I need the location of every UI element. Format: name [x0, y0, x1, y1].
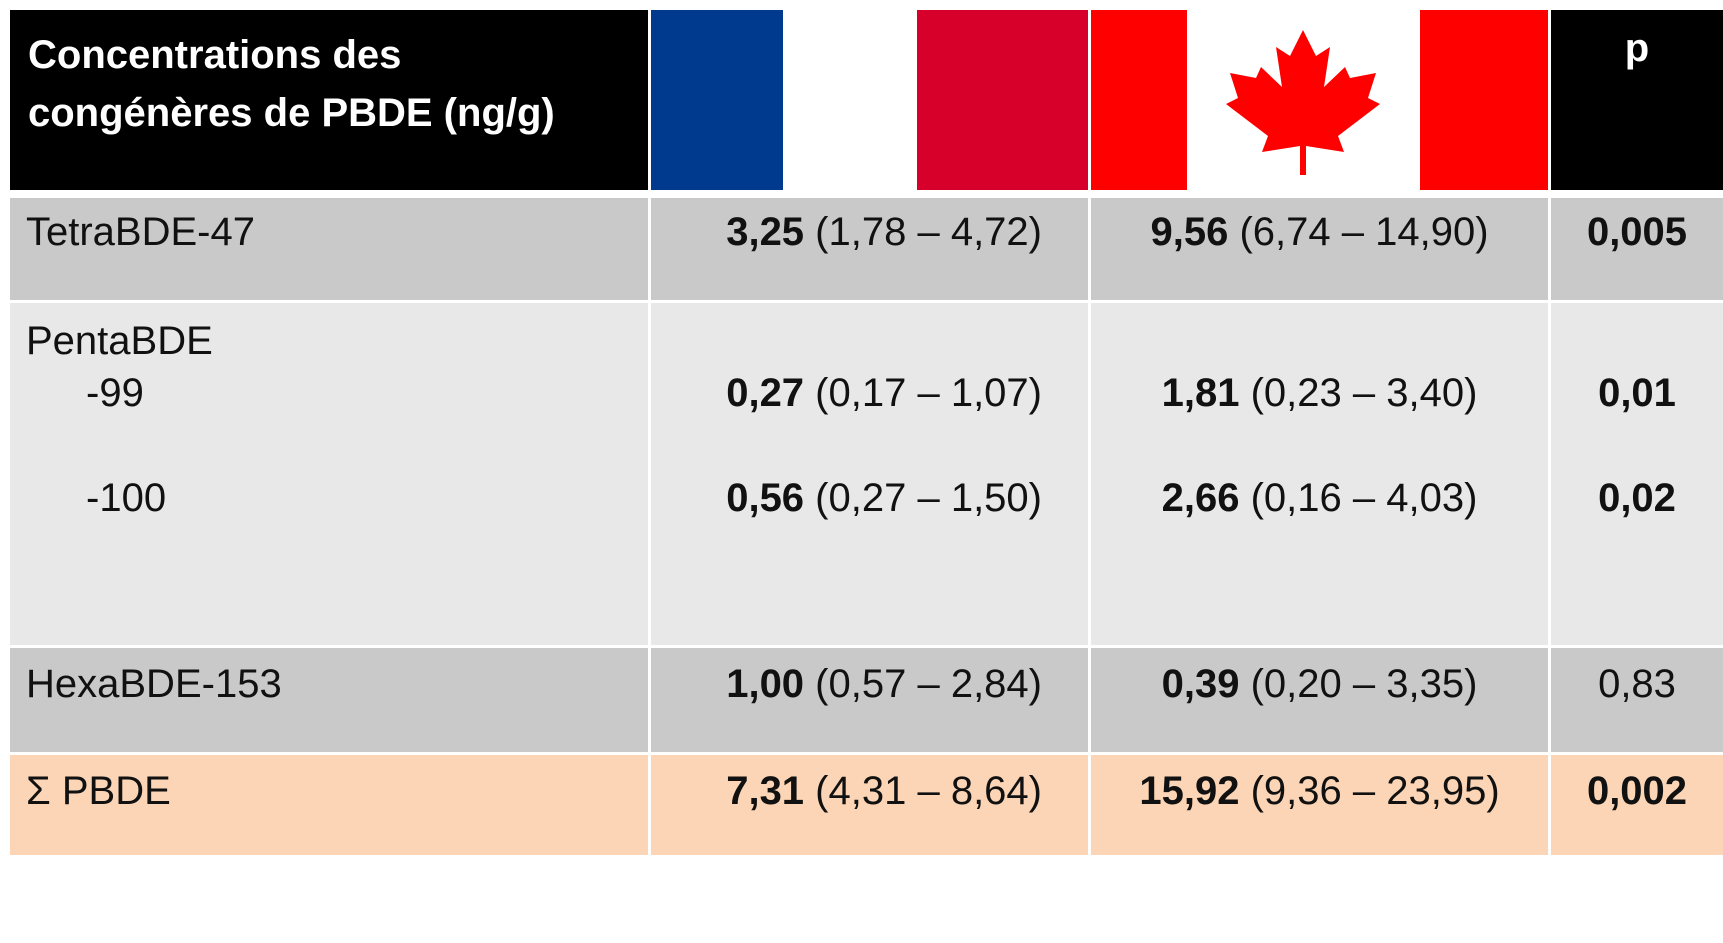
row-label: TetraBDE-47	[26, 210, 255, 254]
p-value-bold: 0,002	[1586, 769, 1688, 813]
header-title: Concentrations des congénères de PBDE (n…	[10, 10, 648, 142]
table-row-pentabde: PentaBDE -99 -100 0,27 (0,17 – 1,07) 0,5…	[10, 303, 1723, 645]
france-value-100: 0,56 (0,27 – 1,50)	[726, 476, 1042, 521]
row-label: HexaBDE-153	[26, 662, 282, 706]
p-header: p	[1624, 26, 1650, 70]
p-header-cell: p	[1551, 10, 1723, 190]
france-value: 7,31 (4,31 – 8,64)	[726, 769, 1042, 814]
canada-range-99: (0,23 – 3,40)	[1239, 371, 1478, 415]
france-median: 1,00	[726, 662, 805, 706]
canada-value-cell: 1,81 (0,23 – 3,40) 2,66 (0,16 – 4,03)	[1091, 303, 1548, 645]
label-cell: TetraBDE-47	[10, 198, 648, 300]
canada-range-100: (0,16 – 4,03)	[1239, 476, 1478, 520]
p-value-cell: 0,005	[1551, 198, 1723, 300]
canada-value-cell: 15,92 (9,36 – 23,95)	[1091, 755, 1548, 855]
canada-value-cell: 0,39 (0,20 – 3,35)	[1091, 648, 1548, 752]
table-row-sum-pbde: Σ PBDE 7,31 (4,31 – 8,64) 15,92 (9,36 – …	[10, 755, 1723, 855]
sub-label-99: -99	[86, 371, 144, 415]
p-value-100: 0,02	[1598, 476, 1676, 521]
france-range: (1,78 – 4,72)	[804, 210, 1042, 254]
canada-range: (6,74 – 14,90)	[1228, 210, 1489, 254]
france-value: 1,00 (0,57 – 2,84)	[726, 662, 1042, 707]
p-value-cell: 0,002	[1551, 755, 1723, 855]
canada-flag-icon	[1091, 10, 1548, 190]
p-value-100-bold: 0,02	[1598, 476, 1676, 520]
canada-median-100: 2,66	[1161, 476, 1240, 520]
canada-range: (9,36 – 23,95)	[1239, 769, 1500, 813]
france-value-cell: 1,00 (0,57 – 2,84)	[651, 648, 1088, 752]
p-value-99: 0,01	[1598, 371, 1676, 416]
france-range-100: (0,27 – 1,50)	[804, 476, 1042, 520]
row-label: Σ PBDE	[26, 769, 171, 813]
france-median-100: 0,56	[726, 476, 805, 520]
canada-value: 9,56 (6,74 – 14,90)	[1150, 210, 1488, 255]
france-range: (4,31 – 8,64)	[804, 769, 1042, 813]
p-value: 0,005	[1587, 210, 1687, 255]
canada-value-cell: 9,56 (6,74 – 14,90)	[1091, 198, 1548, 300]
header-title-line1: Concentrations des	[28, 33, 402, 77]
canada-value-99: 1,81 (0,23 – 3,40)	[1162, 371, 1478, 416]
canada-median-99: 1,81	[1161, 371, 1240, 415]
p-value: 0,002	[1587, 769, 1687, 814]
canada-value-100: 2,66 (0,16 – 4,03)	[1162, 476, 1478, 521]
france-flag-cell	[651, 10, 1088, 190]
label-cell: HexaBDE-153	[10, 648, 648, 752]
canada-range: (0,20 – 3,35)	[1239, 662, 1478, 706]
france-median: 7,31	[726, 769, 805, 813]
france-value-cell: 3,25 (1,78 – 4,72)	[651, 198, 1088, 300]
france-value-99: 0,27 (0,17 – 1,07)	[726, 371, 1042, 416]
canada-value: 0,39 (0,20 – 3,35)	[1162, 662, 1478, 707]
sub-label-100: -100	[86, 476, 167, 520]
france-value-cell: 0,27 (0,17 – 1,07) 0,56 (0,27 – 1,50)	[651, 303, 1088, 645]
label-cell: PentaBDE -99 -100	[10, 303, 648, 645]
france-value-cell: 7,31 (4,31 – 8,64)	[651, 755, 1088, 855]
label-cell: Σ PBDE	[10, 755, 648, 855]
table-header-row: Concentrations des congénères de PBDE (n…	[10, 10, 1723, 190]
p-value-bold: 0,005	[1586, 210, 1688, 254]
france-median: 3,25	[726, 210, 805, 254]
france-range-99: (0,17 – 1,07)	[804, 371, 1042, 415]
p-value-cell: 0,83	[1551, 648, 1723, 752]
row-label: PentaBDE	[26, 319, 213, 363]
canada-median: 0,39	[1161, 662, 1240, 706]
pbde-table: Concentrations des congénères de PBDE (n…	[10, 10, 1723, 943]
canada-median: 9,56	[1150, 210, 1229, 254]
canada-flag-cell	[1091, 10, 1548, 190]
canada-median: 15,92	[1139, 769, 1240, 813]
header-title-line2: congénères de PBDE (ng/g)	[28, 91, 555, 135]
p-value-99-bold: 0,01	[1598, 371, 1676, 415]
table-row-hexabde153: HexaBDE-153 1,00 (0,57 – 2,84) 0,39 (0,2…	[10, 648, 1723, 752]
header-title-cell: Concentrations des congénères de PBDE (n…	[10, 10, 648, 190]
canada-value: 15,92 (9,36 – 23,95)	[1139, 769, 1499, 814]
france-range: (0,57 – 2,84)	[804, 662, 1042, 706]
p-value: 0,83	[1598, 662, 1676, 706]
france-flag-icon	[651, 10, 1088, 190]
france-median-99: 0,27	[726, 371, 805, 415]
p-value-cell: 0,01 0,02	[1551, 303, 1723, 645]
france-value: 3,25 (1,78 – 4,72)	[726, 210, 1042, 255]
table-row-tetrabde47: TetraBDE-47 3,25 (1,78 – 4,72) 9,56 (6,7…	[10, 198, 1723, 300]
